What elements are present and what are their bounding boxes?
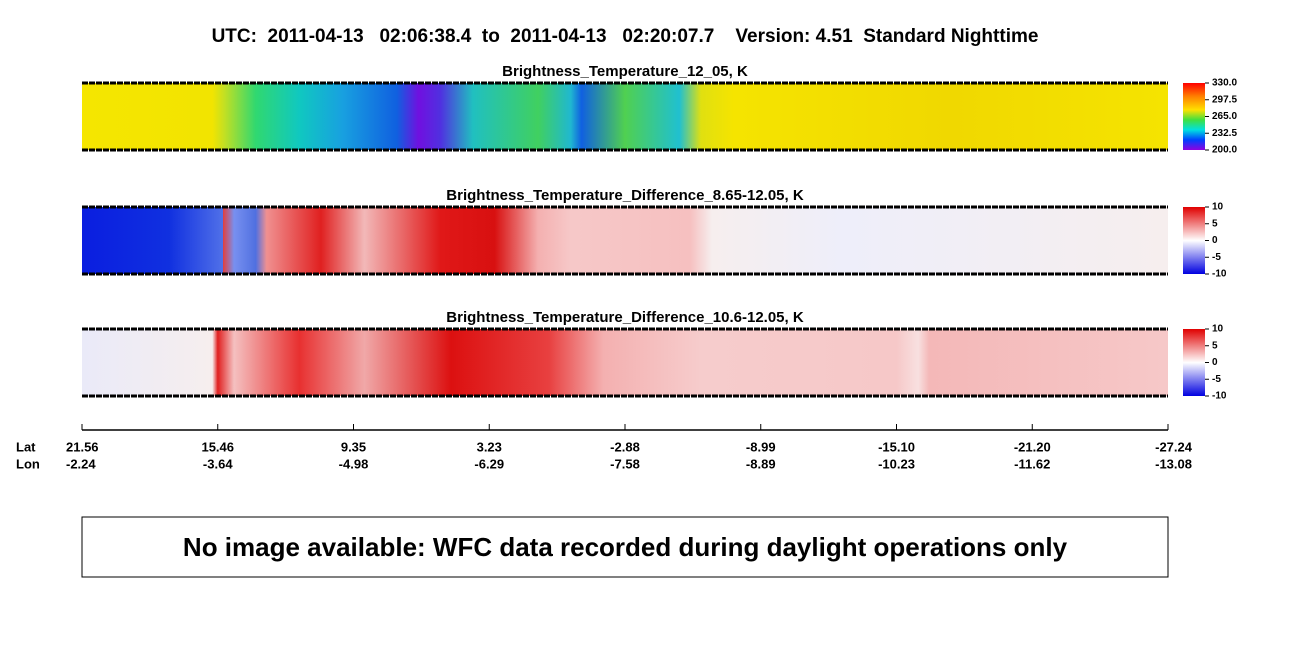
image-strip [82, 207, 1168, 274]
colorbar-tick-label: -5 [1212, 374, 1221, 385]
lon-tick-label: -8.89 [746, 456, 776, 471]
colorbar [1183, 207, 1205, 274]
lon-tick-label: -6.29 [474, 456, 504, 471]
colorbar [1183, 329, 1205, 396]
colorbar-tick-label: 265.0 [1212, 111, 1237, 122]
panel-title: Brightness_Temperature_Difference_8.65-1… [446, 187, 804, 204]
panel-title: Brightness_Temperature_Difference_10.6-1… [446, 309, 804, 326]
image-strip [82, 329, 1168, 396]
lon-tick-label: -13.08 [1155, 456, 1192, 471]
colorbar-tick-label: 330.0 [1212, 78, 1237, 89]
colorbar-tick-label: 10 [1212, 324, 1224, 335]
lon-tick-label: -11.62 [1014, 456, 1050, 471]
message-box [81, 516, 1169, 578]
lat-tick-label: -15.10 [878, 439, 915, 454]
lat-tick-label: -21.20 [1014, 439, 1051, 454]
lon-tick-label: -2.24 [66, 456, 96, 471]
colorbar-tick-label: -5 [1212, 252, 1221, 263]
colorbar-tick-label: 297.5 [1212, 94, 1237, 105]
lat-tick-label: -8.99 [746, 439, 776, 454]
colorbar-tick-label: -10 [1212, 269, 1227, 280]
lon-tick-label: -3.64 [203, 456, 233, 471]
colorbar-tick-label: 200.0 [1212, 145, 1237, 156]
lat-tick-label: 21.56 [66, 439, 99, 454]
message: No image available: WFC data recorded du… [183, 532, 1068, 562]
lat-label: Lat [16, 439, 36, 454]
lat-tick-label: 15.46 [201, 439, 234, 454]
panel-title: Brightness_Temperature_12_05, K [502, 63, 748, 80]
lat-tick-label: 9.35 [341, 439, 366, 454]
colorbar-tick-label: 0 [1212, 235, 1218, 246]
colorbar-tick-label: -10 [1212, 391, 1227, 402]
lat-tick-label: -2.88 [610, 439, 640, 454]
lon-label: Lon [16, 456, 40, 471]
colorbar-tick-label: 232.5 [1212, 128, 1237, 139]
colorbar-tick-label: 5 [1212, 340, 1218, 351]
lat-tick-label: 3.23 [477, 439, 502, 454]
lon-tick-label: -4.98 [339, 456, 369, 471]
lat-tick-label: -27.24 [1155, 439, 1193, 454]
colorbar [1183, 83, 1205, 150]
colorbar-tick-label: 5 [1212, 218, 1218, 229]
page-title: UTC: 2011-04-13 02:06:38.4 to 2011-04-13… [212, 26, 1039, 47]
colorbar-tick-label: 10 [1212, 202, 1224, 213]
image-strip [82, 83, 1168, 150]
lon-tick-label: -10.23 [878, 456, 915, 471]
lon-tick-label: -7.58 [610, 456, 640, 471]
colorbar-tick-label: 0 [1212, 357, 1218, 368]
